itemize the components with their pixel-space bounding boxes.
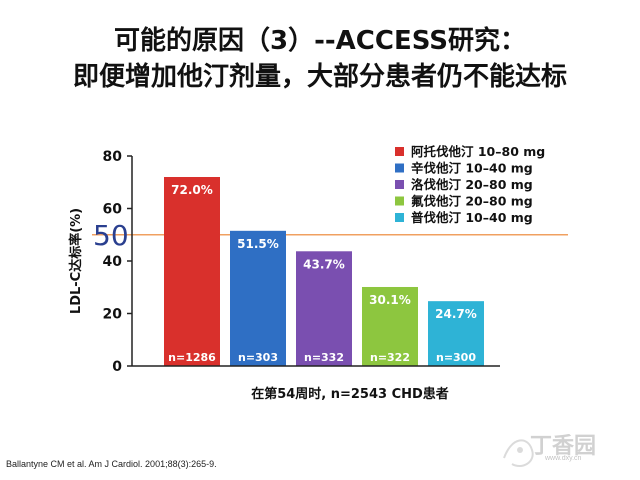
y-tick-label: 60 — [103, 202, 123, 218]
citation: Ballantyne CM et al. Am J Cardiol. 2001;… — [6, 459, 217, 469]
legend-swatch — [395, 196, 404, 206]
bar-n-label: n=322 — [370, 351, 410, 364]
bar-n-label: n=303 — [238, 351, 278, 364]
y-axis-label: LDL-C达标率(%) — [68, 208, 84, 314]
y-tick-label: 20 — [103, 307, 123, 323]
reference-line-label: 50 — [93, 219, 129, 252]
bar-n-label: n=300 — [436, 351, 476, 364]
legend-swatch — [395, 213, 404, 222]
bar — [164, 177, 220, 366]
bar-value-label: 24.7% — [435, 307, 477, 321]
bar — [362, 286, 418, 366]
legend-swatch — [395, 147, 404, 156]
legend-swatch — [395, 163, 404, 173]
legend-item: 洛伐他汀 20–80 mg — [411, 177, 533, 192]
legend-swatch — [395, 180, 404, 189]
bar — [428, 301, 484, 366]
legend-item: 氟伐他汀 20–80 mg — [411, 194, 533, 209]
y-tick-label: 80 — [103, 149, 123, 165]
legend-item: 阿托伐他汀 10–80 mg — [411, 144, 545, 159]
slide-title-line2: 即便增加他汀剂量，大部分患者仍不能达标 — [72, 62, 567, 92]
bar-value-label: 43.7% — [303, 257, 345, 271]
bar-n-label: n=1286 — [168, 351, 216, 364]
watermark-url: www.dxy.cn — [545, 455, 582, 462]
bar-value-label: 72.0% — [171, 183, 213, 197]
watermark-logo-icon — [503, 439, 534, 468]
bar-value-label: 51.5% — [237, 237, 279, 251]
y-tick-label: 40 — [103, 254, 123, 270]
bar-value-label: 30.1% — [369, 293, 411, 307]
bar — [296, 251, 352, 366]
bar-n-label: n=332 — [304, 351, 344, 364]
bar — [230, 230, 286, 366]
slide-title-line1: 可能的原因（3）--ACCESS研究： — [113, 26, 526, 56]
x-axis-label: 在第54周时, n=2543 CHD患者 — [251, 387, 449, 402]
legend-item: 辛伐他汀 10–40 mg — [411, 161, 533, 176]
legend-item: 普伐他汀 10–40 mg — [411, 210, 533, 225]
watermark-text: 丁香园 — [530, 434, 597, 459]
y-tick-label: 0 — [112, 359, 122, 375]
